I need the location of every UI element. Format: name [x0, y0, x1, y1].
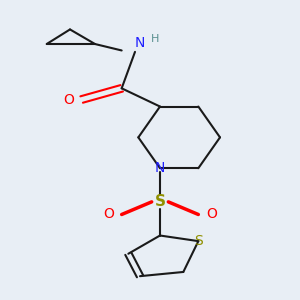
- Text: O: O: [103, 208, 114, 221]
- Text: O: O: [63, 92, 74, 106]
- Text: S: S: [194, 234, 203, 248]
- Text: O: O: [206, 208, 217, 221]
- Text: N: N: [155, 161, 165, 175]
- Text: S: S: [154, 194, 166, 209]
- Text: N: N: [135, 37, 145, 50]
- Text: H: H: [151, 34, 159, 44]
